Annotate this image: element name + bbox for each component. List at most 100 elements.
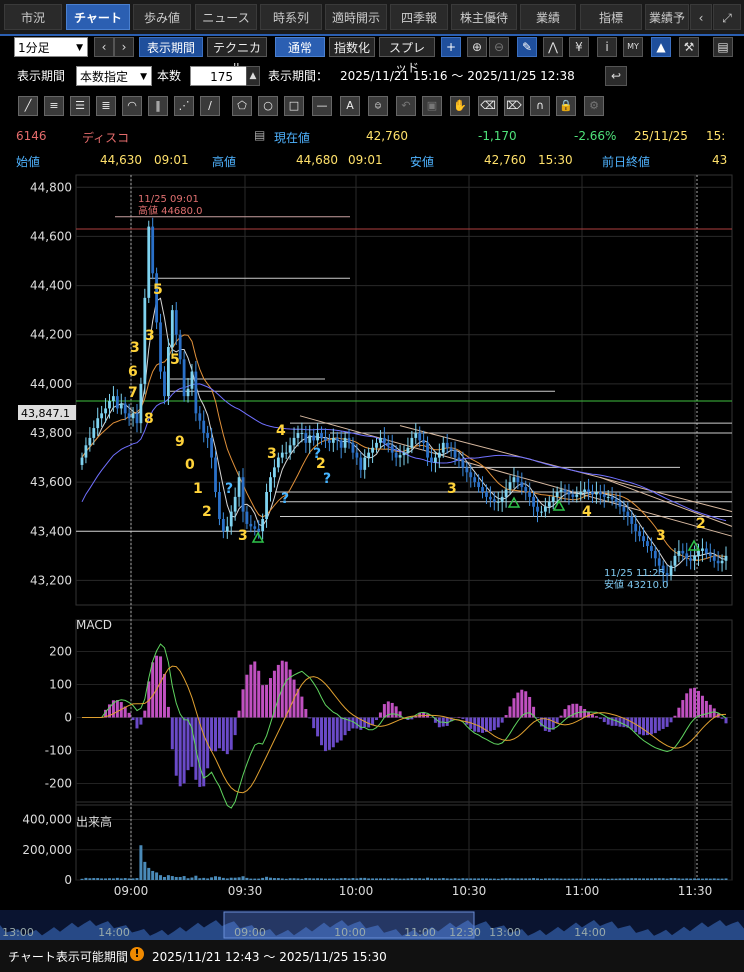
macd-histogram-bar	[327, 717, 331, 750]
macd-histogram-bar	[575, 703, 579, 718]
yen-icon[interactable]: ¥	[569, 37, 589, 57]
count-input[interactable]: 175	[190, 66, 248, 86]
footer-range: 2025/11/21 12:43 〜 2025/11/25 15:30	[152, 950, 387, 964]
magnet-icon[interactable]: ∩	[530, 96, 550, 116]
volume-bar	[115, 877, 119, 880]
candle-body	[159, 322, 162, 372]
fan-tool-icon[interactable]: ⋰	[174, 96, 194, 116]
prev-icon[interactable]: ‹	[94, 37, 114, 57]
macd-histogram-bar	[268, 678, 272, 718]
volume-bar	[504, 878, 508, 880]
macd-histogram-bar	[241, 689, 245, 718]
tab-earnings[interactable]: 業績	[520, 4, 576, 30]
volume-bar	[563, 878, 567, 880]
tab-ticks[interactable]: 歩み値	[133, 4, 191, 30]
interval-select[interactable]: 1分足 ▼	[14, 37, 88, 57]
eraser-tool-icon[interactable]: ⌫	[478, 96, 498, 116]
volume-bar	[681, 878, 685, 880]
hlines-tool-icon[interactable]: ☰	[70, 96, 90, 116]
volume-bar	[571, 878, 575, 880]
print-icon[interactable]: ▤	[713, 37, 733, 57]
macd-histogram-bar	[677, 707, 681, 718]
volume-bar	[162, 876, 166, 880]
gann-tool-icon[interactable]: ∕	[200, 96, 220, 116]
volume-bar	[649, 878, 653, 880]
macd-histogram-bar	[331, 717, 335, 748]
tab-market[interactable]: 市況	[4, 4, 62, 30]
volume-bar	[375, 878, 379, 880]
tab-disclosure[interactable]: 適時開示	[325, 4, 387, 30]
macd-histogram-bar	[217, 717, 221, 749]
icon-tool-icon[interactable]: ☺	[368, 96, 388, 116]
crosshair-icon[interactable]: +	[441, 37, 461, 57]
zoom-in-icon[interactable]: ⊕	[467, 37, 487, 57]
tab-quarterly[interactable]: 四季報	[390, 4, 448, 30]
macd-histogram-bar	[166, 706, 170, 718]
lock-icon[interactable]: 🔒	[556, 96, 576, 116]
spread-button[interactable]: スプレッド	[379, 37, 435, 75]
panel-frame	[75, 174, 733, 606]
zoom-out-icon[interactable]: ⊖	[489, 37, 509, 57]
candle-body	[202, 420, 206, 433]
volume-bar	[673, 878, 677, 880]
price-tick-label: 44,000	[30, 377, 72, 391]
macd-histogram-bar	[484, 717, 488, 732]
copy-tool-icon[interactable]: ▣	[422, 96, 442, 116]
undo-tool-icon[interactable]: ↶	[396, 96, 416, 116]
wrench-icon[interactable]: ⚒	[679, 37, 699, 57]
low-price: 42,760	[484, 153, 526, 167]
candle-body	[127, 413, 131, 419]
count-label: 3	[145, 328, 155, 344]
candle-body	[481, 487, 484, 492]
index-button[interactable]: 指数化	[329, 37, 375, 57]
tab-chart[interactable]: チャート	[66, 4, 130, 30]
fib-tool-icon[interactable]: ≣	[96, 96, 116, 116]
technical-button[interactable]: テクニカル	[207, 37, 267, 75]
normal-button[interactable]: 通常	[275, 37, 325, 57]
line-tool-icon[interactable]: ╱	[18, 96, 38, 116]
next-icon[interactable]: ›	[114, 37, 134, 57]
hand-tool-icon[interactable]: ✋	[450, 96, 470, 116]
arc-tool-icon[interactable]: ◠	[122, 96, 142, 116]
tab-timeseries[interactable]: 時系列	[260, 4, 322, 30]
tab-scroll-left-icon[interactable]: ‹	[690, 4, 712, 30]
volume-bar	[700, 878, 704, 880]
rect-tool-icon[interactable]: □	[284, 96, 304, 116]
volume-bar	[528, 878, 532, 880]
back-arrow-icon[interactable]: ↩	[605, 66, 627, 86]
eraser-all-icon[interactable]: ⌦	[504, 96, 524, 116]
ruler-tool-icon[interactable]: ≡	[44, 96, 64, 116]
candle-body	[237, 477, 241, 497]
text-tool-icon[interactable]: A	[340, 96, 360, 116]
volume-bar	[343, 878, 347, 880]
period-mode-select[interactable]: 本数指定 ▼	[76, 66, 152, 86]
info-icon[interactable]: i	[597, 37, 617, 57]
circle-tool-icon[interactable]: ○	[258, 96, 278, 116]
expand-icon[interactable]: ⤢	[713, 4, 741, 30]
signal-icon[interactable]: ⋀	[543, 37, 563, 57]
hline-tool-icon[interactable]: —	[312, 96, 332, 116]
candle-body	[406, 447, 410, 453]
pentagon-tool-icon[interactable]: ⬠	[232, 96, 252, 116]
stepper-icon[interactable]: ▲	[246, 66, 260, 86]
pen-icon[interactable]: ✎	[517, 37, 537, 57]
macd-histogram-bar	[398, 711, 402, 718]
stock-name: ディスコ	[82, 131, 130, 145]
my-chart-icon[interactable]: MY	[623, 37, 643, 57]
settings-icon[interactable]: ⚙	[584, 96, 604, 116]
candle-body	[363, 457, 367, 470]
period-button[interactable]: 表示期間	[139, 37, 203, 57]
candle-body	[473, 477, 477, 483]
volume-bar	[261, 877, 265, 880]
area-chart-icon[interactable]: ▲	[651, 37, 671, 57]
volume-bar	[111, 878, 115, 880]
vlines-tool-icon[interactable]: ‖	[148, 96, 168, 116]
document-icon[interactable]: ▤	[254, 128, 266, 142]
tab-news[interactable]: ニュース	[195, 4, 257, 30]
candle-body	[426, 442, 429, 458]
tab-indicators[interactable]: 指標	[580, 4, 642, 30]
tab-benefits[interactable]: 株主優待	[451, 4, 517, 30]
macd-histogram-bar	[371, 717, 375, 726]
macd-histogram-bar	[449, 717, 453, 722]
tab-forecast[interactable]: 業績予	[645, 4, 689, 30]
